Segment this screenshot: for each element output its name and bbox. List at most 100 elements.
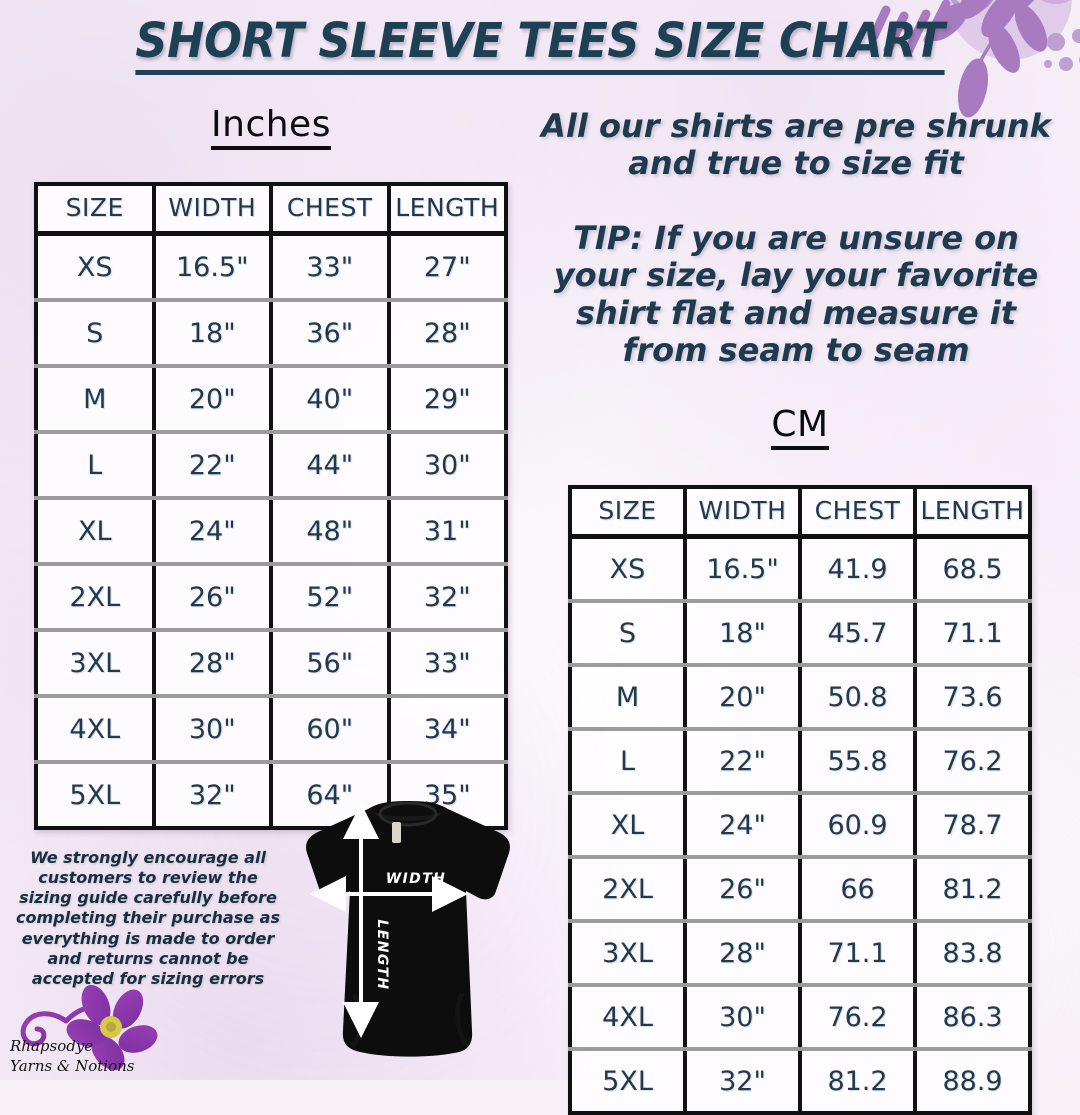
- table-row: M 20" 50.8 73.6: [570, 665, 1030, 731]
- cell-chest: 40": [269, 366, 391, 434]
- cell-size: 5XL: [570, 1049, 687, 1113]
- cell-chest: 71.1: [798, 921, 917, 987]
- table-row: 5XL 32" 64" 35": [36, 762, 506, 828]
- cell-width: 28": [683, 921, 802, 987]
- cell-chest: 66: [798, 857, 917, 923]
- cm-size-table: SIZE WIDTH CHEST LENGTH XS 16.5" 41.9 68…: [568, 485, 1032, 1115]
- cm-section-label: CM: [568, 404, 1032, 450]
- cell-length: 31": [386, 498, 506, 566]
- cell-size: 2XL: [570, 857, 687, 923]
- cell-width: 16.5": [151, 233, 273, 302]
- table-row: XL 24" 60.9 78.7: [570, 793, 1030, 859]
- cell-width: 22": [683, 729, 802, 795]
- column-header-size: SIZE: [570, 487, 687, 539]
- cell-size: M: [570, 665, 687, 731]
- cm-label-text: CM: [771, 404, 829, 450]
- logo-line-1: Rhapsodye: [9, 1037, 93, 1055]
- column-header-length: LENGTH: [913, 487, 1030, 539]
- sizing-tip-note: TIP: If you are unsure on your size, lay…: [553, 219, 1039, 370]
- cell-size: XS: [36, 233, 156, 302]
- page-title-text: SHORT SLEEVE TEES SIZE CHART: [135, 16, 945, 76]
- inches-table-container: SIZE WIDTH CHEST LENGTH XS 16.5" 33" 27"…: [34, 182, 508, 830]
- table-row: L 22" 55.8 76.2: [570, 729, 1030, 795]
- tshirt-measurement-diagram: WIDTH LENGTH: [282, 795, 534, 1080]
- cell-size: S: [36, 300, 156, 368]
- table-header-row: SIZE WIDTH CHEST LENGTH: [36, 184, 506, 236]
- table-row: L 22" 44" 30": [36, 432, 506, 500]
- cell-length: 88.9: [913, 1049, 1030, 1113]
- cell-chest: 60": [269, 696, 391, 764]
- cell-width: 18": [151, 300, 273, 368]
- table-row: 3XL 28" 71.1 83.8: [570, 921, 1030, 987]
- pre-shrunk-note: All our shirts are pre shrunk and true t…: [541, 107, 1051, 183]
- cell-size: 2XL: [36, 564, 156, 632]
- cell-size: XL: [36, 498, 156, 566]
- cell-chest: 44": [269, 432, 391, 500]
- table-row: XL 24" 48" 31": [36, 498, 506, 566]
- cell-length: 33": [386, 630, 506, 698]
- cell-size: 4XL: [570, 985, 687, 1051]
- inches-size-table: SIZE WIDTH CHEST LENGTH XS 16.5" 33" 27"…: [34, 182, 508, 830]
- cell-size: S: [570, 601, 687, 667]
- cell-width: 20": [151, 366, 273, 434]
- table-row: S 18" 45.7 71.1: [570, 601, 1030, 667]
- cell-length: 34": [386, 696, 506, 764]
- cell-size: 3XL: [570, 921, 687, 987]
- cell-size: L: [36, 432, 156, 500]
- cell-width: 18": [683, 601, 802, 667]
- cell-width: 16.5": [683, 536, 802, 603]
- cell-width: 30": [151, 696, 273, 764]
- table-row: 5XL 32" 81.2 88.9: [570, 1049, 1030, 1113]
- inches-label-text: Inches: [211, 104, 331, 150]
- column-header-width: WIDTH: [683, 487, 802, 539]
- cell-chest: 45.7: [798, 601, 917, 667]
- cell-chest: 52": [269, 564, 391, 632]
- cell-length: 73.6: [913, 665, 1030, 731]
- cell-length: 83.8: [913, 921, 1030, 987]
- cell-length: 29": [386, 366, 506, 434]
- table-row: 2XL 26" 66 81.2: [570, 857, 1030, 923]
- cell-chest: 56": [269, 630, 391, 698]
- cell-chest: 76.2: [798, 985, 917, 1051]
- returns-disclaimer: We strongly encourage all customers to r…: [16, 848, 280, 988]
- cell-width: 28": [151, 630, 273, 698]
- cell-width: 32": [683, 1049, 802, 1113]
- cell-length: 27": [386, 233, 506, 302]
- cell-length: 32": [386, 564, 506, 632]
- cell-chest: 55.8: [798, 729, 917, 795]
- cell-length: 76.2: [913, 729, 1030, 795]
- cell-width: 32": [151, 762, 273, 828]
- brand-logo: Rhapsodye Yarns & Notions: [4, 985, 184, 1077]
- cell-size: XL: [570, 793, 687, 859]
- svg-text:WIDTH: WIDTH: [386, 871, 447, 887]
- table-row: 4XL 30" 60" 34": [36, 696, 506, 764]
- cell-chest: 33": [269, 233, 391, 302]
- cell-length: 78.7: [913, 793, 1030, 859]
- column-header-size: SIZE: [36, 184, 156, 236]
- cell-length: 81.2: [913, 857, 1030, 923]
- cell-length: 71.1: [913, 601, 1030, 667]
- cell-width: 30": [683, 985, 802, 1051]
- cell-size: 3XL: [36, 630, 156, 698]
- cell-chest: 81.2: [798, 1049, 917, 1113]
- cell-size: XS: [570, 536, 687, 603]
- cm-table-container: SIZE WIDTH CHEST LENGTH XS 16.5" 41.9 68…: [568, 485, 1032, 1115]
- table-header-row: SIZE WIDTH CHEST LENGTH: [570, 487, 1030, 539]
- cell-size: 4XL: [36, 696, 156, 764]
- table-row: XS 16.5" 41.9 68.5: [570, 536, 1030, 603]
- cell-length: 30": [386, 432, 506, 500]
- cell-chest: 60.9: [798, 793, 917, 859]
- cell-width: 24": [151, 498, 273, 566]
- cell-length: 68.5: [913, 536, 1030, 603]
- page-title: SHORT SLEEVE TEES SIZE CHART: [0, 16, 1080, 76]
- column-header-chest: CHEST: [798, 487, 917, 539]
- logo-line-2: Yarns & Notions: [10, 1057, 135, 1075]
- cell-chest: 41.9: [798, 536, 917, 603]
- cell-size: M: [36, 366, 156, 434]
- cell-chest: 48": [269, 498, 391, 566]
- column-header-chest: CHEST: [269, 184, 391, 236]
- table-row: 3XL 28" 56" 33": [36, 630, 506, 698]
- cell-length: 28": [386, 300, 506, 368]
- cell-chest: 50.8: [798, 665, 917, 731]
- inches-section-label: Inches: [34, 104, 508, 150]
